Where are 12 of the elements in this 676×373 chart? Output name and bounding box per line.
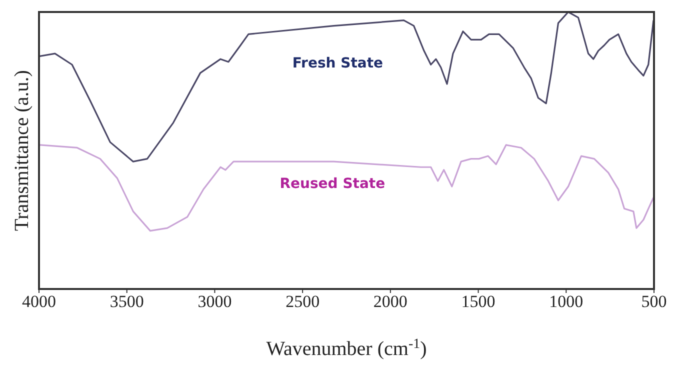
- x-axis-title: Wavenumber (cm$^{-1}$): [266, 336, 427, 360]
- x-tick-label: 500: [641, 292, 667, 312]
- x-tick-label: 2000: [373, 292, 408, 312]
- x-tick-label: 1500: [461, 292, 496, 312]
- series-label: Reused State: [280, 176, 386, 192]
- y-axis-title: Transmittance (a.u.): [11, 70, 33, 231]
- x-tick-label: 3000: [198, 292, 232, 312]
- x-tick-label: 4000: [22, 292, 56, 312]
- x-tick-label: 2500: [286, 292, 320, 312]
- x-tick-label: 3500: [110, 292, 144, 312]
- x-tick-label: 1000: [549, 292, 584, 312]
- series-label: Fresh State: [292, 55, 384, 72]
